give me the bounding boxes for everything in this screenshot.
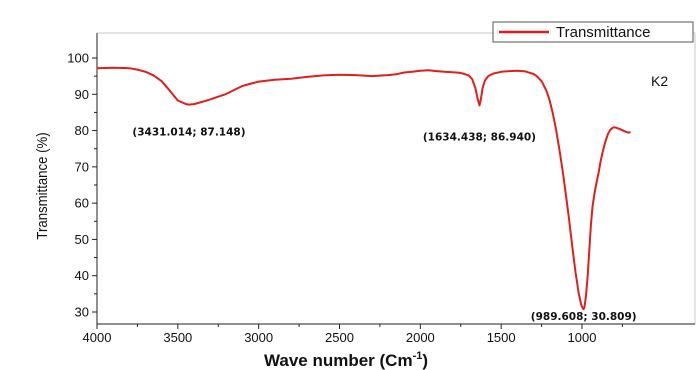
- y-tick-label: 40: [75, 268, 89, 283]
- legend-box: [492, 21, 694, 43]
- peak-annotation: (3431.014; 87.148): [132, 127, 245, 139]
- y-tick-label: 90: [75, 87, 89, 102]
- x-ticks: 4000 3500 3000 2500 2000 1500 1000: [83, 324, 623, 345]
- y-tick-label: 60: [75, 196, 89, 211]
- x-tick-label: 2000: [406, 330, 435, 345]
- peak-annotation: (1634.438; 86.940): [423, 131, 536, 143]
- x-tick-label: 4000: [83, 330, 112, 345]
- x-tick-label: 2500: [325, 330, 354, 345]
- series-line-transmittance: [96, 66, 631, 311]
- y-tick-label: 50: [75, 232, 89, 247]
- x-axis-title-main: Wave number (Cm: [264, 351, 413, 370]
- peak-annotations: (3431.014; 87.148) (1634.438; 86.940) (989…: [132, 127, 636, 323]
- y-tick-label: 30: [75, 305, 89, 320]
- x-axis-title: Wave number (Cm-1): [264, 350, 428, 370]
- y-tick-label: 70: [75, 159, 89, 174]
- x-tick-label: 1500: [487, 330, 516, 345]
- peak-annotation: (989.608; 30.809): [531, 311, 637, 323]
- legend-label: Transmittance: [556, 24, 650, 41]
- x-axis-title-close: ): [422, 351, 428, 370]
- sample-label: K2: [651, 73, 668, 89]
- x-tick-label: 3000: [244, 330, 273, 345]
- x-axis-title-superscript: -1: [413, 350, 423, 362]
- y-ticks: 30 40 50 60 70 80 90 100: [67, 51, 97, 320]
- y-axis-title: Transmittance (%): [33, 132, 50, 239]
- y-tick-label: 100: [67, 51, 89, 66]
- x-tick-label: 3500: [163, 330, 192, 345]
- x-tick-label: 1000: [568, 330, 597, 345]
- legend: Transmittance: [492, 21, 694, 43]
- y-tick-label: 80: [75, 123, 89, 138]
- plot-frame: [96, 32, 696, 325]
